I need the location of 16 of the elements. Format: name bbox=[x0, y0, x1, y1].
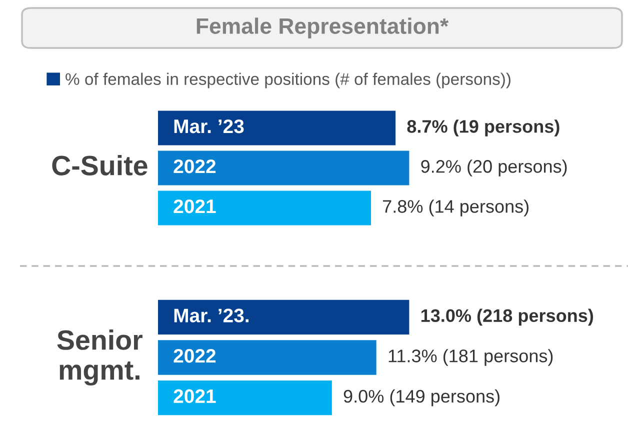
data-label: 9.0% (149 persons) bbox=[344, 389, 500, 406]
data-label: 13.0% (218 persons) bbox=[421, 308, 594, 326]
category-label: 2021 bbox=[174, 389, 216, 404]
category-label: 2021 bbox=[174, 199, 216, 214]
category-label: 2022 bbox=[174, 348, 216, 363]
chart-title: Female Representation* bbox=[196, 18, 449, 38]
category-label: Mar. ’23 bbox=[174, 119, 244, 134]
category-label: Mar. ’23. bbox=[174, 308, 248, 322]
y-axis-title: C-Suite bbox=[52, 155, 148, 176]
legend-label: % of females in respective positions (# of females (persons)) bbox=[66, 72, 510, 88]
data-label: 7.8% (14 persons) bbox=[383, 200, 528, 216]
data-label: 11.3% (181 persons) bbox=[388, 349, 553, 366]
y-axis-title: Senior mgmt. bbox=[57, 330, 142, 386]
data-label: 8.7% (19 persons) bbox=[407, 120, 560, 136]
data-label: 9.2% (20 persons) bbox=[421, 160, 567, 176]
category-label: 2022 bbox=[174, 159, 216, 174]
